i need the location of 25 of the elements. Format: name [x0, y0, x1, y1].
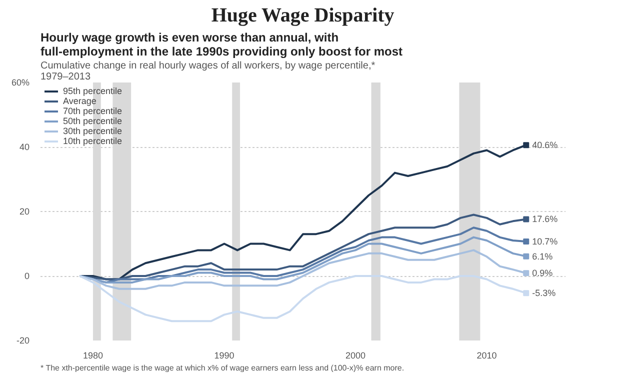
legend-label: Average [63, 96, 96, 106]
y-tick-label: 0 [24, 271, 30, 281]
data-label: 17.6% [532, 214, 558, 224]
y-tick-label: 20 [19, 206, 30, 216]
data-label: 10.7% [532, 236, 558, 246]
x-tick-label: 2010 [476, 350, 497, 360]
x-tick-label: 2000 [345, 350, 366, 360]
chart-subtitle: Cumulative change in real hourly wages of all workers, by wage percentile,* 1979–2013 [40, 60, 376, 82]
y-tick-label: 40 [19, 142, 30, 152]
data-label: 6.1% [532, 251, 553, 262]
data-label: 0.9% [532, 268, 553, 278]
y-tick-label: 60% [11, 78, 30, 88]
data-label: 40.6% [532, 140, 558, 150]
text: Huge Wage Disparity [211, 4, 394, 26]
legend-label: 30th percentile [63, 126, 122, 136]
x-tick-label: 1980 [82, 350, 104, 360]
x-tick-label: 1990 [214, 350, 234, 360]
data-label: -5.3% [532, 288, 556, 298]
legend-label: 95th percentile [63, 86, 122, 96]
chart-title: Hourly wage growth is even worse than annual, with full-employment in the late 1990s providing only boost for most [40, 30, 403, 58]
legend-label: 50th percentile [63, 116, 122, 126]
legend-label: 10th percentile [63, 136, 122, 146]
y-tick-label: -20 [16, 336, 30, 346]
text: * The xth-percentile wage is the wage at which x% of wage earners earn less and (100-x)% earn more. [40, 364, 404, 372]
legend-label: 70th percentile [63, 106, 122, 116]
